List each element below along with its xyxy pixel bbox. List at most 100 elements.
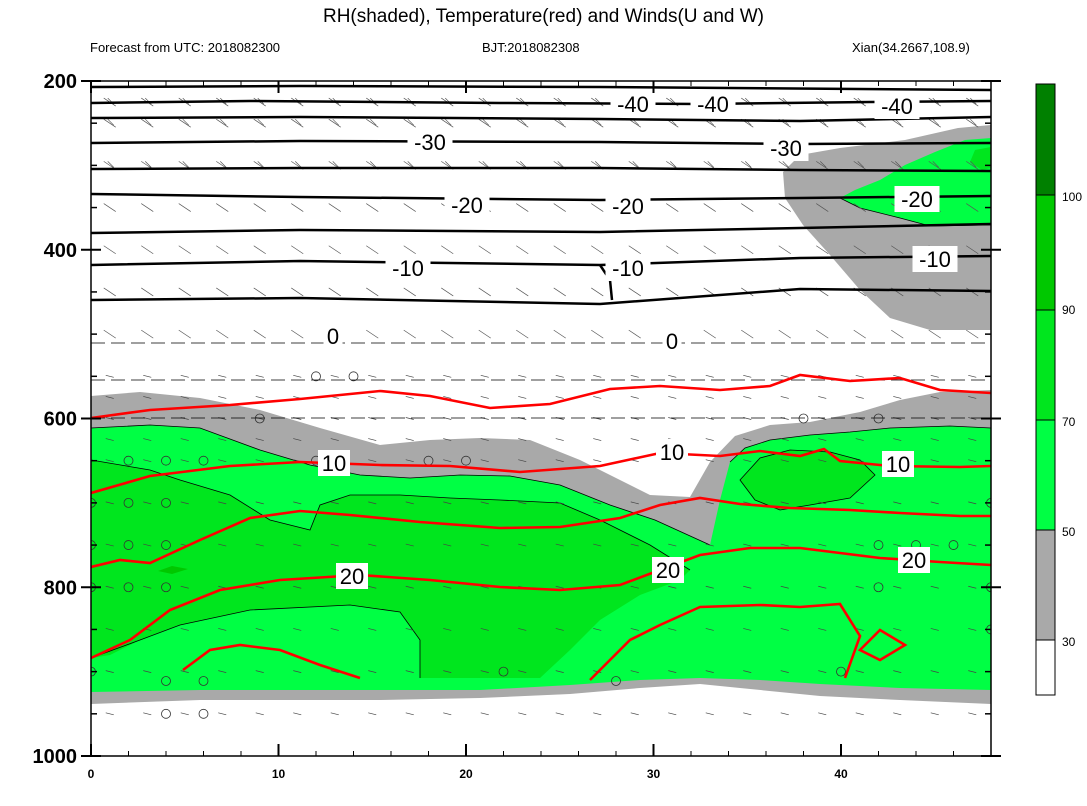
wind-barb: [743, 670, 752, 673]
colorbar-label: 100: [1062, 190, 1082, 204]
black-contour-line: [91, 287, 991, 306]
wind-barb: [818, 438, 827, 441]
wind-barb: [628, 329, 641, 339]
wind-barb: [220, 118, 227, 126]
forecast-label: Forecast from UTC: 2018082300: [90, 40, 281, 55]
wind-barb: [403, 203, 416, 212]
wind-barb: [743, 543, 752, 547]
wind-barb: [705, 374, 714, 378]
wind-barb: [705, 501, 714, 505]
calm-wind-circle: [161, 497, 171, 508]
wind-barb: [443, 459, 452, 463]
wind-barb: [895, 161, 902, 168]
wind-barb: [255, 459, 264, 463]
wind-barb: [255, 585, 264, 589]
wind-barb: [330, 374, 339, 378]
wind-barb: [405, 628, 414, 631]
wind-barb: [180, 501, 189, 505]
contour-label-bg: [610, 91, 656, 117]
wind-barb: [891, 118, 904, 128]
wind-barb: [518, 374, 527, 378]
calm-wind-circle: [254, 413, 265, 424]
temperature-label-bg: [318, 450, 350, 476]
wind-barb: [368, 543, 377, 547]
wind-barb: [780, 543, 789, 547]
wind-barb: [180, 585, 189, 589]
wind-barb: [970, 118, 977, 126]
wind-barb: [107, 161, 114, 168]
x-tick-label: 30: [647, 767, 661, 781]
wind-barb: [405, 374, 414, 378]
wind-barb: [553, 329, 566, 339]
wind-barb: [780, 396, 789, 399]
wind-barb: [555, 628, 564, 631]
wind-barb: [741, 161, 754, 170]
wind-barb: [366, 245, 379, 255]
contour-label: -30: [414, 130, 446, 155]
wind-barb: [143, 670, 152, 673]
wind-barb: [407, 118, 414, 126]
wind-barb: [332, 118, 339, 126]
wind-barb: [593, 712, 602, 716]
wind-barb: [593, 543, 602, 547]
contour-label: -30: [770, 136, 802, 161]
wind-barb: [630, 712, 639, 716]
wind-barb: [368, 438, 377, 441]
contour-label: -40: [697, 92, 729, 117]
wind-barb: [105, 459, 114, 463]
wind-barb: [103, 287, 116, 297]
wind-barb: [218, 712, 227, 716]
wind-barb: [178, 329, 191, 339]
wind-barb: [480, 712, 489, 716]
colorbar-box: [1035, 309, 1056, 421]
wind-barb: [516, 287, 529, 297]
wind-barb: [743, 396, 752, 399]
wind-barb: [782, 161, 789, 168]
wind-barb: [666, 203, 679, 212]
wind-barb: [180, 438, 189, 441]
wind-barb: [780, 501, 789, 505]
wind-barb: [518, 501, 527, 505]
wind-barb: [218, 543, 227, 547]
wind-barb: [105, 396, 114, 399]
calm-wind-circle: [798, 413, 809, 424]
contour-label-bg: [690, 91, 736, 117]
wind-barb: [293, 543, 302, 547]
wind-barb: [443, 712, 452, 716]
contour-label: -40: [881, 94, 913, 119]
calm-wind-circle: [198, 708, 209, 719]
temperature-label: 20: [340, 564, 364, 589]
contour-label-bg: [763, 135, 809, 161]
wind-barb: [405, 501, 414, 505]
wind-barb: [745, 161, 752, 168]
wind-barb: [178, 245, 191, 255]
wind-barb: [291, 329, 304, 339]
wind-barb: [257, 161, 264, 168]
wind-barb: [705, 459, 714, 463]
wind-barb: [105, 585, 114, 589]
temperature-label-bg: [882, 451, 914, 477]
wind-barb: [105, 417, 114, 420]
wind-barb: [893, 585, 902, 589]
wind-barb: [480, 543, 489, 547]
contour-label-bg: [605, 255, 651, 281]
colorbar-box: [1035, 194, 1056, 311]
wind-barb: [930, 374, 939, 378]
calm-wind-circle: [498, 666, 509, 677]
x-tick-label: 40: [834, 767, 848, 781]
contour-label: -40: [617, 92, 649, 117]
calm-wind-circle: [461, 455, 471, 466]
wind-barb: [593, 438, 602, 441]
wind-barb: [368, 417, 377, 420]
wind-barb: [668, 585, 677, 589]
wind-barb: [368, 670, 377, 673]
temperature-line: [589, 602, 862, 681]
wind-barb: [855, 670, 864, 673]
y-tick-label: 1000: [33, 746, 78, 768]
wind-barb: [405, 438, 414, 441]
wind-barb: [478, 245, 491, 255]
rh-green-mid-right: [740, 450, 875, 510]
wind-barb: [816, 245, 829, 255]
black-contour-line: [91, 139, 991, 146]
